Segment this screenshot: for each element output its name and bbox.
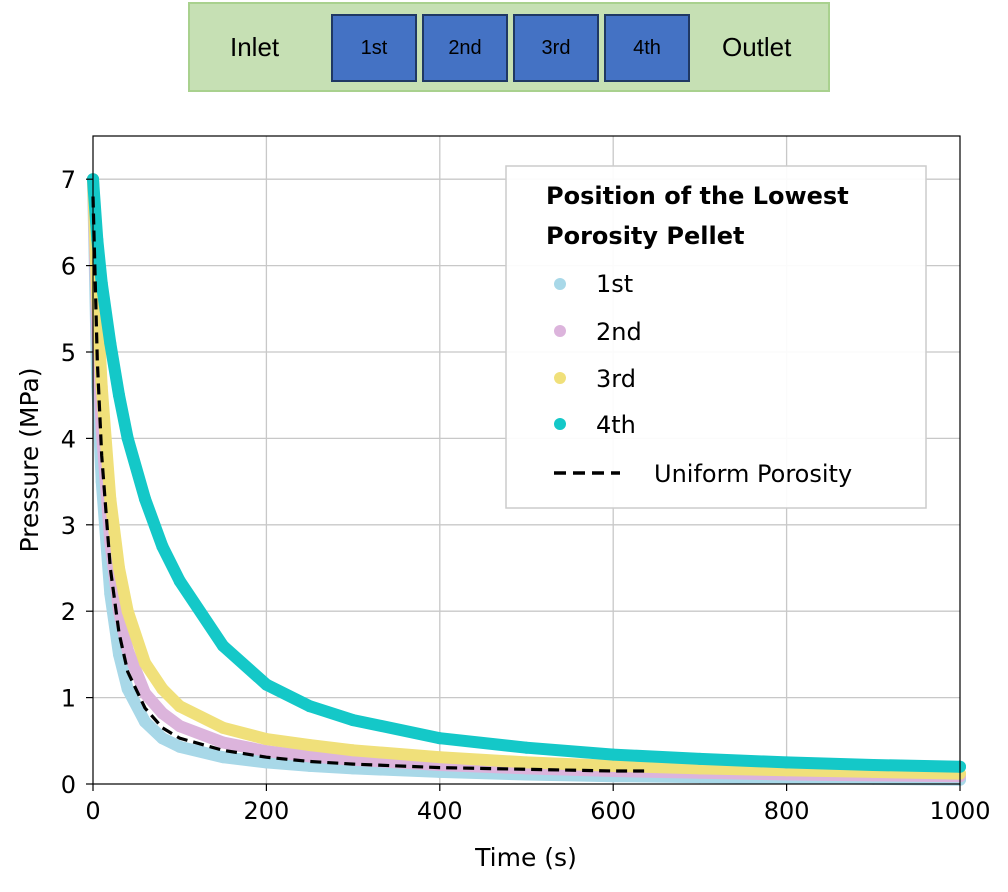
legend-label-1st: 1st bbox=[596, 270, 633, 298]
legend-label-uniform: Uniform Porosity bbox=[654, 460, 852, 488]
inlet-label: Inlet bbox=[230, 32, 280, 62]
series-4th-point bbox=[520, 741, 533, 754]
series-4th-point bbox=[104, 337, 117, 350]
pellet-4th: 4th bbox=[604, 14, 690, 82]
series-4th-point bbox=[139, 492, 151, 505]
series-3rd-point bbox=[104, 492, 117, 505]
series-4th-point bbox=[260, 678, 273, 691]
pressure-chart: 0 200 400 600 800 1000 0 1 2 3 4 5 6 7 Time (s) Press… bbox=[15, 135, 991, 872]
series-3rd-band bbox=[87, 173, 966, 780]
series-4th-band bbox=[87, 173, 966, 773]
x-tick-label: 800 bbox=[764, 797, 810, 825]
series-4th-point bbox=[156, 540, 169, 553]
series-3rd-point bbox=[520, 756, 533, 769]
axis-ticks: 0 200 400 600 800 1000 0 1 2 3 4 5 6 7 bbox=[61, 166, 991, 825]
series-2nd-point bbox=[121, 644, 134, 657]
y-axis-label: Pressure (MPa) bbox=[15, 367, 44, 552]
series-3rd-point bbox=[607, 759, 620, 772]
y-tick-label: 4 bbox=[61, 425, 76, 453]
series-3rd-point bbox=[693, 762, 706, 775]
series-1st-point bbox=[139, 715, 151, 728]
series-3rd-point bbox=[139, 657, 151, 669]
series-3rd-point bbox=[260, 733, 273, 746]
series-3rd-point bbox=[173, 700, 186, 713]
pellet-schematic: Inlet 1st 2nd 3rd 4th Outlet bbox=[188, 2, 830, 92]
pellet-2nd: 2nd bbox=[422, 14, 508, 82]
series-uniform-porosity-line bbox=[91, 196, 648, 773]
legend-title-line1: Position of the Lowest bbox=[546, 182, 849, 210]
x-tick-label: 600 bbox=[590, 797, 636, 825]
series-2nd-point bbox=[303, 750, 316, 763]
legend-marker-2nd bbox=[554, 325, 566, 337]
series-1st-point bbox=[121, 683, 134, 695]
legend-title-line2: Porosity Pellet bbox=[546, 222, 744, 250]
legend-marker-3rd bbox=[554, 372, 566, 384]
legend-marker-4th bbox=[554, 418, 566, 430]
series-4th-point bbox=[113, 389, 125, 402]
series-1st-point bbox=[217, 751, 229, 764]
plot-frame bbox=[92, 135, 961, 785]
y-tick-label: 2 bbox=[61, 598, 76, 626]
legend-label-3rd: 3rd bbox=[596, 365, 636, 393]
series-4th-point bbox=[347, 714, 360, 727]
series-1st-point bbox=[173, 740, 186, 753]
y-tick-label: 3 bbox=[61, 512, 76, 540]
series-2nd-point bbox=[260, 745, 273, 758]
legend-label-4th: 4th bbox=[596, 411, 636, 439]
outlet-label: Outlet bbox=[722, 32, 792, 62]
series-4th-point bbox=[95, 276, 108, 289]
series-4th-point bbox=[433, 732, 446, 745]
legend-label-2nd: 2nd bbox=[596, 318, 642, 346]
series-2nd-point bbox=[173, 720, 186, 733]
series-4th-point bbox=[121, 432, 134, 445]
x-tick-label: 400 bbox=[417, 797, 463, 825]
y-tick-label: 5 bbox=[61, 339, 76, 367]
series-2nd-point bbox=[139, 687, 151, 700]
series-1st-point bbox=[260, 756, 273, 769]
y-tick-label: 0 bbox=[61, 771, 76, 799]
y-tick-label: 7 bbox=[61, 166, 76, 194]
series-3rd-point bbox=[121, 605, 134, 618]
series-3rd-point bbox=[433, 751, 446, 764]
series-4th-point bbox=[303, 700, 316, 713]
series-4th-point bbox=[173, 575, 186, 587]
legend-box bbox=[505, 165, 927, 509]
x-axis-label: Time (s) bbox=[474, 843, 577, 872]
series-3rd-point bbox=[156, 683, 169, 695]
series-3rd-point bbox=[217, 721, 229, 734]
plot-area bbox=[87, 173, 966, 786]
series-4th-point bbox=[780, 756, 793, 769]
x-tick-label: 1000 bbox=[929, 797, 990, 825]
series-4th-point bbox=[607, 748, 620, 761]
series-3rd-point bbox=[113, 562, 125, 574]
pellet-1st: 1st bbox=[331, 14, 417, 82]
series-4th-point bbox=[217, 639, 229, 652]
series-3rd-point bbox=[347, 744, 360, 757]
series-3rd-point bbox=[303, 739, 316, 752]
pellet-3rd: 3rd bbox=[513, 14, 599, 82]
series-1st-point bbox=[156, 732, 169, 745]
series-2nd-point bbox=[217, 736, 229, 749]
y-tick-label: 6 bbox=[61, 253, 76, 281]
x-tick-label: 0 bbox=[85, 797, 100, 825]
legend: Position of the Lowest Porosity Pellet 1… bbox=[505, 165, 927, 509]
series-4th-point bbox=[867, 759, 880, 771]
series-2nd-point bbox=[156, 707, 169, 720]
series-4th-point bbox=[693, 752, 706, 765]
legend-marker-1st bbox=[554, 278, 566, 290]
y-tick-label: 1 bbox=[61, 685, 76, 713]
x-tick-label: 200 bbox=[243, 797, 289, 825]
